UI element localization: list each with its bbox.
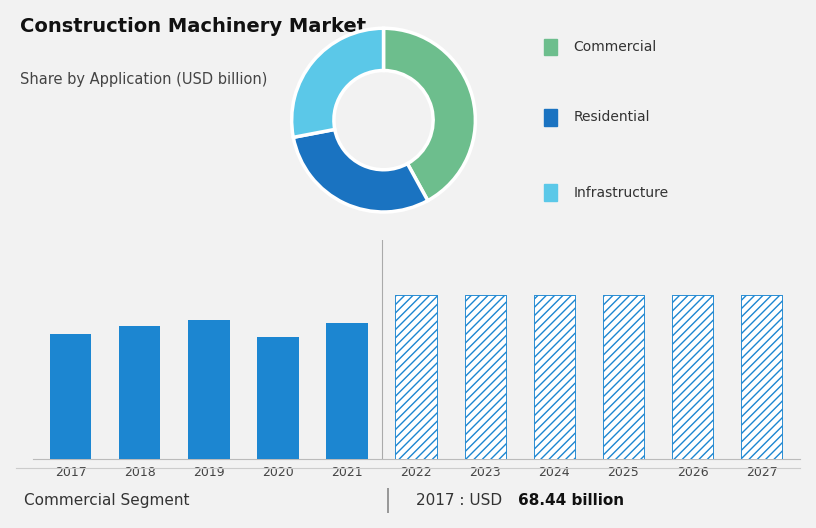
Bar xyxy=(464,295,506,459)
Bar xyxy=(672,295,713,459)
Text: |: | xyxy=(384,488,392,513)
Wedge shape xyxy=(384,28,476,201)
Bar xyxy=(534,295,575,459)
Text: 68.44 billion: 68.44 billion xyxy=(518,493,624,508)
Bar xyxy=(543,184,557,201)
Bar xyxy=(543,109,557,126)
Bar xyxy=(741,295,783,459)
Text: Residential: Residential xyxy=(573,110,650,125)
Wedge shape xyxy=(291,28,384,137)
Text: Construction Machinery Market: Construction Machinery Market xyxy=(20,17,366,36)
Bar xyxy=(672,295,713,459)
Bar xyxy=(257,337,299,459)
Text: Commercial Segment: Commercial Segment xyxy=(24,493,190,508)
Text: Share by Application (USD billion): Share by Application (USD billion) xyxy=(20,72,268,87)
Wedge shape xyxy=(293,129,428,212)
Bar xyxy=(188,319,229,459)
Bar xyxy=(119,326,161,459)
Bar xyxy=(396,295,437,459)
Bar xyxy=(464,295,506,459)
Bar xyxy=(603,295,644,459)
Text: Commercial: Commercial xyxy=(573,40,656,54)
Bar xyxy=(326,323,368,459)
Bar xyxy=(50,334,91,459)
Bar xyxy=(741,295,783,459)
Bar xyxy=(543,39,557,55)
Bar xyxy=(534,295,575,459)
Bar xyxy=(603,295,644,459)
Text: 2017 : USD: 2017 : USD xyxy=(416,493,508,508)
Text: Infrastructure: Infrastructure xyxy=(573,186,668,200)
Bar xyxy=(396,295,437,459)
